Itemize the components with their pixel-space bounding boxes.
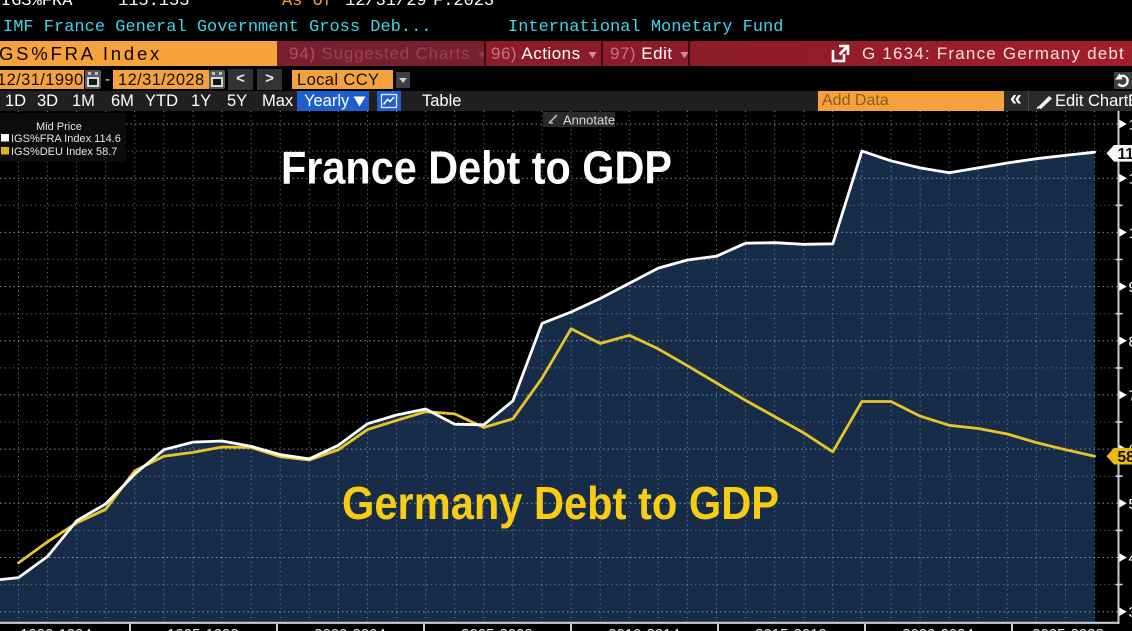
svg-text:40: 40 [1129, 550, 1132, 567]
svg-text:France Debt to GDP: France Debt to GDP [281, 142, 672, 194]
svg-text:114.6: 114.6 [1118, 146, 1132, 163]
svg-text:58.7: 58.7 [1118, 449, 1132, 466]
svg-text:Annotate: Annotate [563, 113, 615, 128]
svg-text:90: 90 [1129, 279, 1132, 296]
svg-text:120: 120 [1129, 117, 1132, 134]
svg-text:70: 70 [1129, 387, 1132, 404]
svg-text:100: 100 [1129, 225, 1132, 242]
svg-text:2010-2014: 2010-2014 [608, 626, 680, 631]
svg-text:Germany Debt to GDP: Germany Debt to GDP [342, 477, 779, 529]
svg-text:2000-2004: 2000-2004 [314, 626, 386, 631]
svg-text:Mid Price: Mid Price [36, 121, 82, 133]
svg-text:IGS%FRA Index 114.6: IGS%FRA Index 114.6 [11, 133, 121, 145]
svg-text:IGS%DEU Index 58.7: IGS%DEU Index 58.7 [11, 146, 117, 158]
svg-text:2020-2024: 2020-2024 [902, 626, 974, 631]
svg-text:2025-2028: 2025-2028 [1032, 626, 1104, 631]
svg-text:1990-1994: 1990-1994 [20, 626, 92, 631]
svg-text:80: 80 [1129, 333, 1132, 350]
svg-text:30: 30 [1129, 604, 1132, 621]
svg-text:1995-1999: 1995-1999 [167, 626, 239, 631]
svg-text:110: 110 [1129, 171, 1132, 188]
svg-text:50: 50 [1129, 496, 1132, 513]
svg-text:2005-2009: 2005-2009 [461, 626, 533, 631]
svg-text:2015-2019: 2015-2019 [755, 626, 827, 631]
